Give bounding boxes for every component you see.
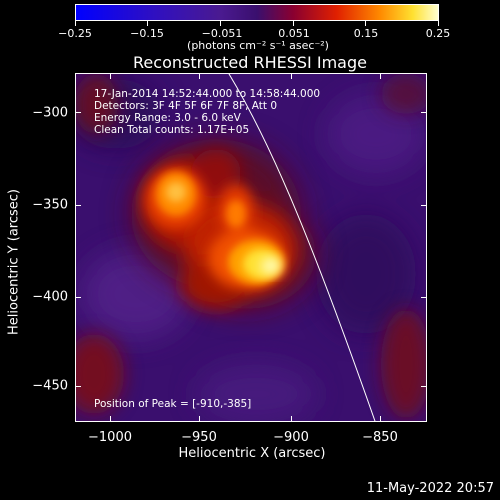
y-major-tick	[75, 205, 81, 206]
x-major-tick	[291, 416, 292, 422]
y-tick-label: −300	[32, 105, 68, 121]
y-major-tick	[75, 112, 81, 113]
x-major-tick	[291, 73, 292, 79]
colorbar	[75, 4, 439, 21]
x-major-tick	[110, 416, 111, 422]
y-tick-label: −350	[32, 197, 68, 213]
x-major-tick	[380, 416, 381, 422]
colorbar-tick	[293, 21, 294, 26]
emission-map	[76, 74, 426, 421]
peak-position-label: Position of Peak = [-910,-385]	[94, 398, 252, 410]
colorbar-tick	[438, 21, 439, 26]
time-range-label: 17-Jan-2014 14:52:44.000 to 14:58:44.000	[94, 88, 321, 100]
y-major-tick	[421, 297, 427, 298]
x-major-tick	[199, 73, 200, 79]
energy-range-label: Energy Range: 3.0 - 6.0 keV	[94, 112, 241, 124]
x-tick-label: −1000	[88, 430, 132, 445]
colorbar-tick	[365, 21, 366, 26]
x-major-tick	[110, 73, 111, 79]
y-major-tick	[421, 386, 427, 387]
colorbar-tick	[147, 21, 148, 26]
detectors-label: Detectors: 3F 4F 5F 6F 7F 8F, Att 0	[94, 100, 278, 112]
colorbar-tick-label: −0.25	[58, 27, 92, 40]
x-major-tick	[380, 73, 381, 79]
y-tick-label: −400	[32, 289, 68, 305]
colorbar-tick-label: −0.051	[201, 27, 243, 40]
y-major-tick	[75, 386, 81, 387]
colorbar-tick	[75, 21, 76, 26]
y-major-tick	[75, 297, 81, 298]
colorbar-tick-label: 0.15	[353, 27, 379, 40]
colorbar-tick-label: 0.051	[278, 27, 310, 40]
clean-counts-label: Clean Total counts: 1.17E+05	[94, 124, 250, 136]
colorbar-ticks	[75, 21, 439, 27]
colorbar-tick-label: 0.25	[425, 27, 451, 40]
y-major-tick	[421, 112, 427, 113]
x-tick-label: −900	[273, 430, 309, 445]
x-tick-label: −850	[362, 430, 398, 445]
timestamp: 11-May-2022 20:57	[366, 481, 494, 496]
x-tick-label: −950	[181, 430, 217, 445]
colorbar-tick-label: −0.15	[130, 27, 164, 40]
x-major-tick	[199, 416, 200, 422]
image-plot-area: 17-Jan-2014 14:52:44.000 to 14:58:44.000…	[75, 73, 427, 422]
plot-title: Reconstructed RHESSI Image	[133, 53, 367, 72]
solar-limb-line	[228, 74, 376, 421]
y-axis-label: Heliocentric Y (arcsec)	[6, 189, 22, 335]
y-tick-label: −450	[32, 378, 68, 394]
y-major-tick	[421, 205, 427, 206]
x-axis-label: Heliocentric X (arcsec)	[178, 446, 326, 461]
colorbar-units: (photons cm⁻² s⁻¹ asec⁻²)	[187, 39, 329, 52]
colorbar-gradient	[76, 5, 438, 20]
colorbar-tick	[220, 21, 221, 26]
